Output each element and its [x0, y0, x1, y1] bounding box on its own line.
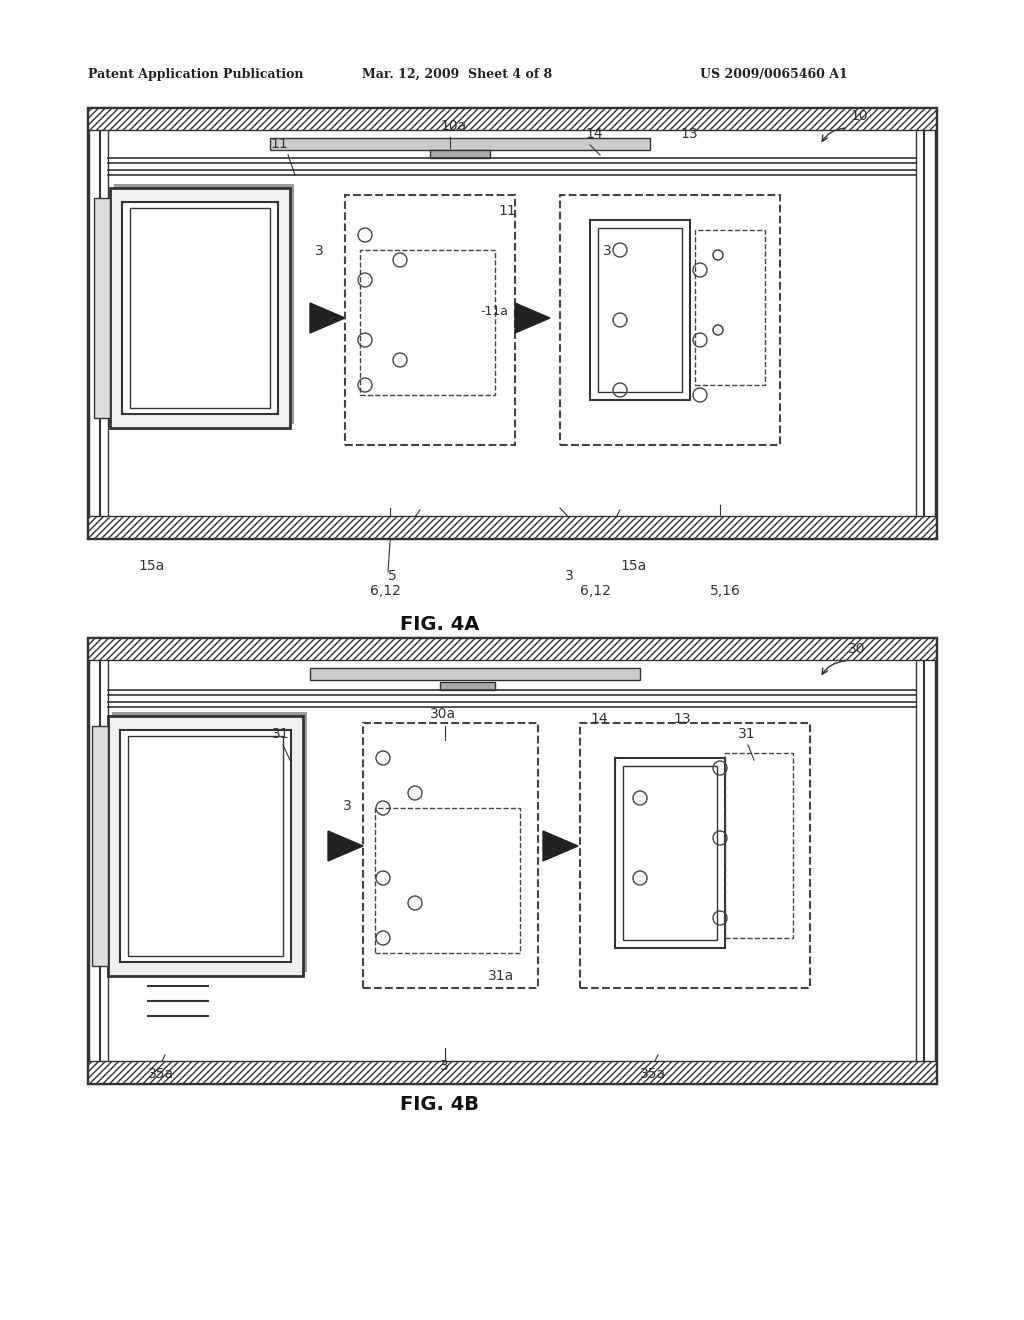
- Bar: [560, 195, 780, 445]
- Bar: [88, 638, 936, 660]
- Bar: [120, 730, 291, 962]
- Bar: [114, 183, 294, 424]
- Text: 3: 3: [343, 799, 352, 813]
- Bar: [598, 228, 682, 392]
- Text: 13: 13: [673, 711, 690, 726]
- Bar: [623, 766, 717, 940]
- Bar: [440, 682, 495, 690]
- Text: 14: 14: [590, 711, 607, 726]
- Text: 13: 13: [680, 127, 697, 141]
- Text: 15a: 15a: [620, 558, 646, 573]
- Bar: [360, 249, 495, 395]
- Text: 11: 11: [498, 205, 516, 218]
- Bar: [94, 198, 110, 418]
- Bar: [122, 202, 278, 414]
- Text: 6,12: 6,12: [370, 583, 400, 598]
- Text: 3: 3: [315, 244, 324, 257]
- Text: 31: 31: [272, 727, 290, 741]
- Text: 31a: 31a: [488, 969, 514, 983]
- Circle shape: [713, 249, 723, 260]
- Text: 5,16: 5,16: [710, 583, 741, 598]
- Text: 6,12: 6,12: [580, 583, 611, 598]
- Bar: [362, 723, 538, 987]
- Text: -11a: -11a: [480, 305, 508, 318]
- Bar: [375, 808, 520, 953]
- Bar: [112, 711, 307, 972]
- Text: 31: 31: [738, 727, 756, 741]
- Text: 10: 10: [850, 110, 867, 123]
- Text: 30a: 30a: [430, 708, 456, 721]
- Text: Patent Application Publication: Patent Application Publication: [88, 69, 303, 81]
- Bar: [725, 752, 793, 939]
- Bar: [615, 758, 725, 948]
- Text: US 2009/0065460 A1: US 2009/0065460 A1: [700, 69, 848, 81]
- Polygon shape: [515, 304, 550, 333]
- Text: Mar. 12, 2009  Sheet 4 of 8: Mar. 12, 2009 Sheet 4 of 8: [362, 69, 552, 81]
- Text: 14: 14: [585, 127, 603, 141]
- Bar: [88, 1061, 936, 1082]
- Bar: [88, 108, 936, 129]
- Text: 3: 3: [603, 244, 611, 257]
- Polygon shape: [328, 832, 362, 861]
- Bar: [270, 139, 650, 150]
- Bar: [310, 668, 640, 680]
- Bar: [580, 723, 810, 987]
- Bar: [430, 150, 490, 158]
- Text: 35a: 35a: [640, 1067, 667, 1081]
- Text: 11: 11: [270, 137, 288, 150]
- Text: FIG. 4A: FIG. 4A: [400, 615, 479, 634]
- Text: 35a: 35a: [148, 1067, 174, 1081]
- Bar: [88, 516, 936, 539]
- Bar: [108, 715, 303, 975]
- Bar: [128, 737, 283, 956]
- Bar: [130, 209, 270, 408]
- Bar: [590, 220, 690, 400]
- Bar: [695, 230, 765, 385]
- Text: 10a: 10a: [440, 119, 466, 133]
- Circle shape: [713, 325, 723, 335]
- Text: 30: 30: [848, 642, 865, 656]
- Text: 5: 5: [388, 569, 396, 583]
- Text: FIG. 4B: FIG. 4B: [400, 1096, 479, 1114]
- Text: 3: 3: [440, 1059, 449, 1073]
- Polygon shape: [543, 832, 578, 861]
- Bar: [110, 187, 290, 428]
- Bar: [92, 726, 108, 966]
- Text: 3: 3: [565, 569, 573, 583]
- Polygon shape: [310, 304, 345, 333]
- Bar: [345, 195, 515, 445]
- Text: 15a: 15a: [138, 558, 164, 573]
